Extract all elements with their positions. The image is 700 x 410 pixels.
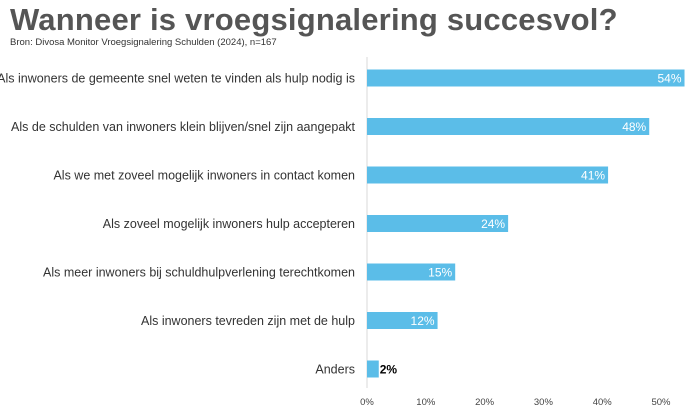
data-label: 48% [622, 120, 646, 134]
data-label: 12% [411, 314, 435, 328]
x-tick-label: 20% [475, 397, 495, 408]
x-tick-label: 30% [534, 397, 554, 408]
bar [367, 263, 456, 281]
bar [367, 69, 685, 87]
category-label: Als inwoners tevreden zijn met de hulp [141, 314, 355, 328]
x-tick-label: 10% [416, 397, 436, 408]
category-label: Als de schulden van inwoners klein blijv… [11, 120, 355, 134]
data-label: 2% [380, 363, 398, 377]
bar [367, 215, 509, 232]
category-label: Als zoveel mogelijk inwoners hulp accept… [103, 217, 355, 231]
bar [367, 166, 609, 184]
bar [367, 118, 650, 135]
chart-source: Bron: Divosa Monitor Vroegsignalering Sc… [10, 37, 277, 48]
data-label: 41% [581, 169, 605, 183]
data-label: 54% [657, 72, 681, 86]
x-tick-label: 40% [593, 397, 613, 408]
data-label: 15% [428, 266, 452, 280]
category-label: Als meer inwoners bij schuldhulpverlenin… [43, 266, 355, 280]
category-label: Als inwoners de gemeente snel weten te v… [0, 72, 355, 86]
data-label: 24% [481, 217, 505, 231]
bar [367, 312, 438, 329]
bar [367, 360, 379, 378]
category-label: Anders [315, 363, 355, 377]
x-tick-label: 50% [651, 397, 671, 408]
category-label: Als we met zoveel mogelijk inwoners in c… [53, 169, 355, 183]
chart-title: Wanneer is vroegsignalering succesvol? [10, 2, 618, 37]
x-tick-label: 0% [360, 397, 374, 408]
